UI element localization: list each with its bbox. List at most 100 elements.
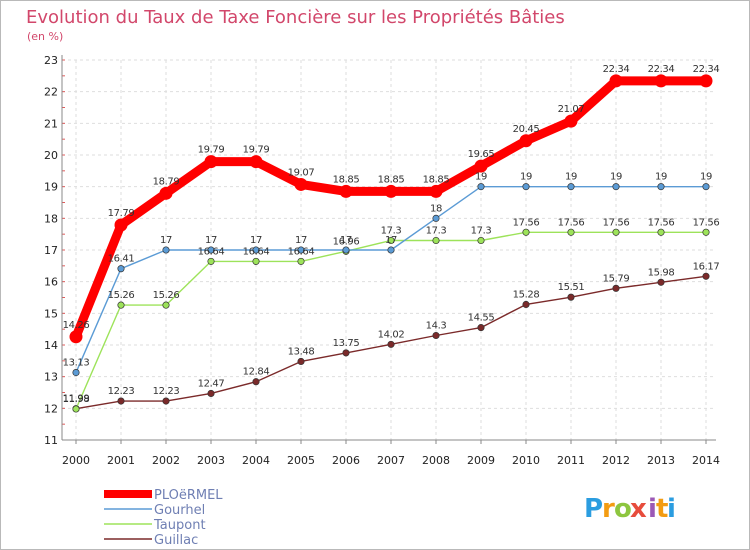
y-tick-label: 19 xyxy=(44,181,58,194)
data-point xyxy=(477,324,485,332)
data-point xyxy=(207,246,215,254)
y-tick-label: 12 xyxy=(44,402,58,415)
data-label: 17.56 xyxy=(648,217,675,228)
x-tick-label: 2000 xyxy=(62,454,90,467)
x-tick-label: 2011 xyxy=(557,454,585,467)
data-label: 12.47 xyxy=(198,378,225,389)
data-point xyxy=(117,301,125,309)
x-tick-label: 2007 xyxy=(377,454,405,467)
data-point xyxy=(432,236,440,245)
data-label: 19 xyxy=(475,172,487,183)
y-tick-label: 17 xyxy=(44,244,58,257)
data-point xyxy=(564,114,578,128)
y-tick-label: 22 xyxy=(44,86,58,99)
y-tick-label: 14 xyxy=(44,339,58,352)
data-point xyxy=(162,397,170,405)
data-label: 16.64 xyxy=(243,246,270,257)
data-label: 17.3 xyxy=(471,226,492,237)
data-label: 16.96 xyxy=(333,236,360,247)
data-label: 21.07 xyxy=(558,104,585,115)
proxiti-logo: Pr ox i ti xyxy=(584,494,676,524)
data-label: 20.45 xyxy=(513,124,540,135)
data-label: 19.65 xyxy=(468,149,495,160)
data-label: 19 xyxy=(700,172,712,183)
x-tick-label: 2013 xyxy=(647,454,675,467)
data-label: 15.98 xyxy=(648,267,675,278)
data-point xyxy=(567,228,575,236)
data-label: 14.3 xyxy=(426,321,447,332)
data-label: 12.84 xyxy=(243,367,270,378)
logo-letter: o xyxy=(614,494,632,524)
data-label: 14.26 xyxy=(63,320,90,331)
data-label: 15.28 xyxy=(513,289,540,300)
data-point xyxy=(699,74,713,88)
logo-letter: i xyxy=(667,494,676,524)
y-tick-label: 21 xyxy=(44,117,58,130)
x-tick-label: 2003 xyxy=(197,454,225,467)
data-label: 11.98 xyxy=(63,394,90,405)
data-label: 17.56 xyxy=(558,217,585,228)
y-tick-label: 23 xyxy=(44,54,58,67)
data-label: 15.51 xyxy=(558,282,585,293)
series-3 xyxy=(72,272,710,413)
data-label: 12.23 xyxy=(153,386,180,397)
data-label: 19 xyxy=(520,172,532,183)
data-label: 22.34 xyxy=(693,64,720,75)
data-point xyxy=(162,301,170,309)
data-point xyxy=(72,405,80,413)
series-1 xyxy=(72,183,710,377)
data-point xyxy=(387,340,395,348)
data-point xyxy=(252,378,260,386)
data-label: 17.3 xyxy=(381,226,402,237)
data-label: 19 xyxy=(565,172,577,183)
axes: 11 12 13 14 15 16 17 18 19 20 21 22 23 2000 2001 2002 20… xyxy=(44,54,720,467)
data-point xyxy=(339,184,353,198)
logo-letter: t xyxy=(656,494,668,524)
data-label: 16.41 xyxy=(108,254,135,265)
logo-letter: P xyxy=(584,494,603,524)
x-tick-label: 2008 xyxy=(422,454,450,467)
data-point xyxy=(117,397,125,405)
data-label: 13.48 xyxy=(288,346,315,357)
legend-label: PLOëRMEL xyxy=(154,488,223,503)
data-label: 15.26 xyxy=(108,290,135,301)
x-tick-label: 2012 xyxy=(602,454,630,467)
legend-label: Taupont xyxy=(153,518,206,533)
data-label: 19.07 xyxy=(288,167,315,178)
data-point xyxy=(387,246,395,254)
data-point xyxy=(207,389,215,398)
data-label: 13.13 xyxy=(63,358,90,369)
series-group: 14.26 17.79 18.79 19.79 19.79 19.07 18.85 18.85… xyxy=(63,64,720,413)
data-label: 17 xyxy=(295,235,307,246)
data-point xyxy=(297,257,305,265)
data-label: 15.79 xyxy=(603,273,630,284)
data-label: 18.85 xyxy=(333,174,360,185)
data-label: 16.17 xyxy=(693,261,720,272)
data-point xyxy=(609,74,623,88)
data-point xyxy=(252,246,260,254)
chart-subtitle: (en %) xyxy=(27,30,63,43)
data-point xyxy=(432,214,440,222)
data-label: 19.79 xyxy=(243,145,270,156)
y-tick-label: 13 xyxy=(44,371,58,384)
x-tick-label: 2010 xyxy=(512,454,540,467)
y-tick-label: 11 xyxy=(44,434,58,447)
data-label: 17.56 xyxy=(513,217,540,228)
data-label: 17 xyxy=(205,235,217,246)
data-point xyxy=(612,284,620,292)
data-point xyxy=(204,155,218,169)
data-label: 19 xyxy=(655,172,667,183)
x-tick-label: 2009 xyxy=(467,454,495,467)
data-point xyxy=(654,74,668,88)
data-label: 14.55 xyxy=(468,313,495,324)
data-point xyxy=(522,300,530,309)
x-tick-label: 2001 xyxy=(107,454,135,467)
data-point xyxy=(342,349,350,357)
x-tick-label: 2006 xyxy=(332,454,360,467)
data-point xyxy=(429,184,443,198)
data-point xyxy=(612,228,620,236)
x-tick-label: 2005 xyxy=(287,454,315,467)
data-label: 22.34 xyxy=(603,64,630,75)
